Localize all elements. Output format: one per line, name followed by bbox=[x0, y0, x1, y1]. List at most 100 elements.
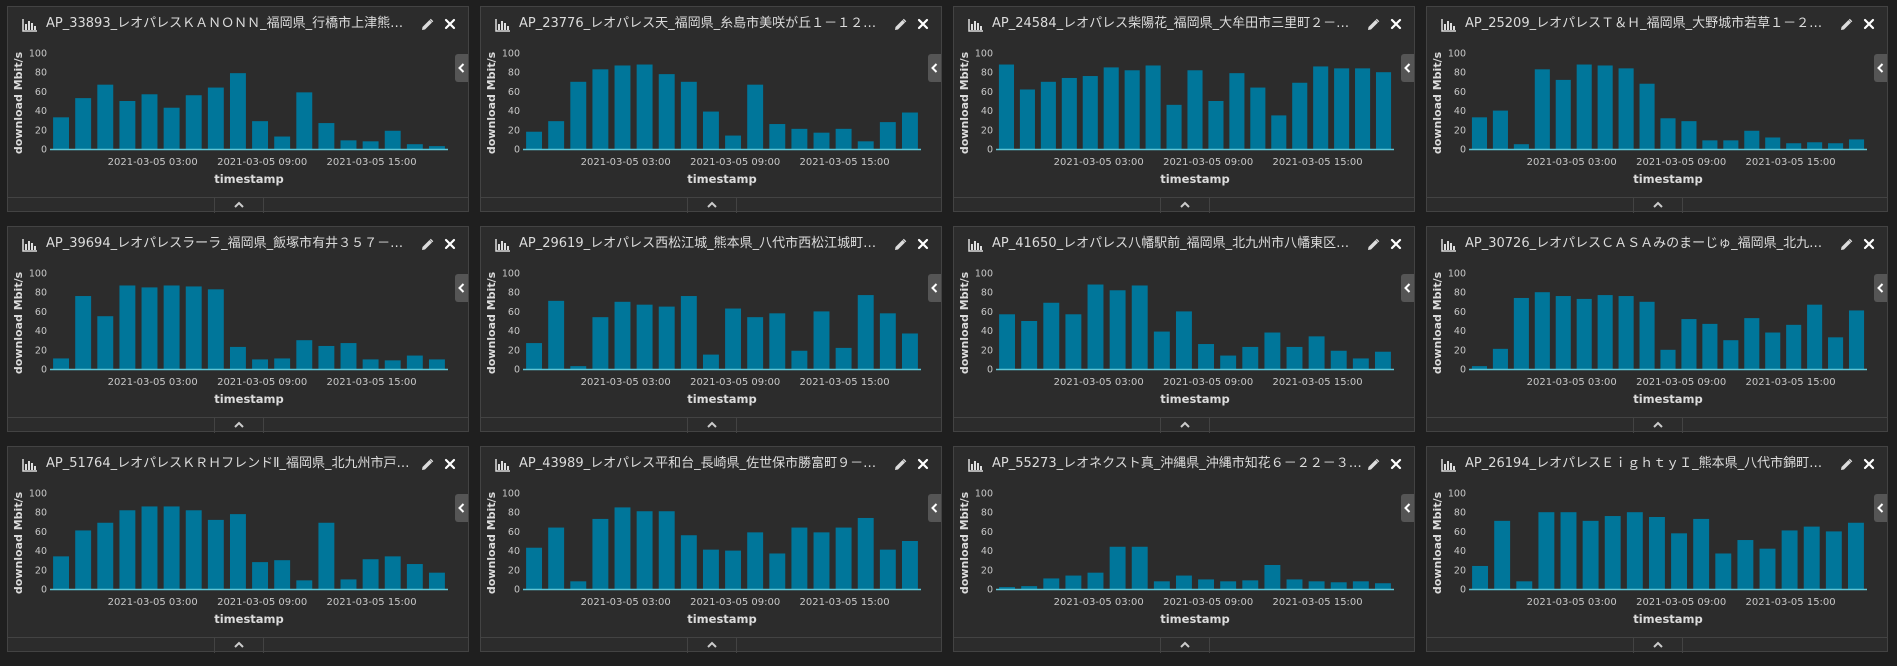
bar[interactable] bbox=[1187, 70, 1203, 149]
expand-footer-button[interactable] bbox=[687, 417, 737, 433]
bar[interactable] bbox=[1043, 578, 1060, 589]
bar[interactable] bbox=[791, 128, 808, 149]
pencil-icon[interactable] bbox=[1839, 18, 1853, 32]
bar[interactable] bbox=[340, 140, 357, 149]
bar[interactable] bbox=[1242, 580, 1259, 589]
bar[interactable] bbox=[680, 81, 697, 149]
bar[interactable] bbox=[680, 296, 697, 369]
bar[interactable] bbox=[570, 581, 587, 589]
bar[interactable] bbox=[229, 346, 246, 369]
bar[interactable] bbox=[428, 146, 445, 149]
bar[interactable] bbox=[1744, 318, 1760, 369]
bar[interactable] bbox=[1494, 520, 1511, 589]
bar[interactable] bbox=[1576, 298, 1592, 369]
legend-toggle-tab[interactable] bbox=[928, 54, 941, 82]
bar[interactable] bbox=[747, 532, 764, 589]
legend-toggle-tab[interactable] bbox=[1874, 274, 1887, 302]
bar[interactable] bbox=[1166, 104, 1182, 149]
bar[interactable] bbox=[252, 359, 269, 369]
bar[interactable] bbox=[97, 316, 114, 369]
bar[interactable] bbox=[570, 366, 587, 369]
expand-footer-button[interactable] bbox=[687, 637, 737, 653]
bar[interactable] bbox=[1040, 81, 1056, 149]
bar[interactable] bbox=[1019, 89, 1035, 149]
bar[interactable] bbox=[1250, 87, 1266, 149]
bar[interactable] bbox=[1618, 296, 1634, 369]
bar[interactable] bbox=[1513, 144, 1529, 149]
bar[interactable] bbox=[1681, 319, 1697, 369]
bar[interactable] bbox=[1175, 575, 1192, 589]
bar[interactable] bbox=[769, 124, 786, 149]
bar[interactable] bbox=[1848, 139, 1865, 149]
bar[interactable] bbox=[1781, 530, 1798, 589]
bar[interactable] bbox=[1492, 110, 1508, 149]
pencil-icon[interactable] bbox=[893, 18, 907, 32]
expand-footer-button[interactable] bbox=[1160, 197, 1210, 213]
bar[interactable] bbox=[1375, 72, 1392, 149]
legend-toggle-tab[interactable] bbox=[1401, 54, 1414, 82]
bar[interactable] bbox=[1308, 336, 1325, 369]
legend-toggle-tab[interactable] bbox=[928, 494, 941, 522]
bar[interactable] bbox=[1220, 355, 1237, 369]
bar[interactable] bbox=[207, 289, 224, 369]
bar[interactable] bbox=[1626, 512, 1643, 589]
bar[interactable] bbox=[1723, 140, 1739, 149]
bar[interactable] bbox=[75, 530, 92, 589]
bar[interactable] bbox=[1576, 64, 1592, 149]
bar[interactable] bbox=[1082, 76, 1098, 149]
pencil-icon[interactable] bbox=[420, 18, 434, 32]
bar[interactable] bbox=[1847, 522, 1864, 589]
pencil-icon[interactable] bbox=[1366, 458, 1380, 472]
legend-toggle-tab[interactable] bbox=[1874, 494, 1887, 522]
bar[interactable] bbox=[702, 354, 719, 369]
bar[interactable] bbox=[658, 74, 675, 149]
expand-footer-button[interactable] bbox=[687, 197, 737, 213]
bar[interactable] bbox=[614, 301, 631, 369]
bar[interactable] bbox=[769, 553, 786, 589]
bar[interactable] bbox=[1355, 68, 1371, 149]
bar[interactable] bbox=[1723, 340, 1739, 369]
bar[interactable] bbox=[1153, 331, 1170, 369]
close-icon[interactable] bbox=[444, 458, 456, 470]
bar[interactable] bbox=[384, 130, 401, 149]
bar[interactable] bbox=[296, 580, 313, 589]
bar[interactable] bbox=[879, 549, 896, 589]
bar[interactable] bbox=[1693, 518, 1710, 589]
bar[interactable] bbox=[1109, 546, 1126, 589]
bar[interactable] bbox=[362, 359, 379, 369]
legend-toggle-tab[interactable] bbox=[1401, 274, 1414, 302]
bar[interactable] bbox=[857, 517, 874, 589]
bar[interactable] bbox=[207, 87, 224, 149]
bar[interactable] bbox=[702, 111, 719, 149]
bar[interactable] bbox=[1352, 581, 1369, 589]
bar[interactable] bbox=[185, 286, 202, 369]
bar[interactable] bbox=[1825, 531, 1842, 589]
bar[interactable] bbox=[1021, 321, 1038, 369]
pencil-icon[interactable] bbox=[1366, 18, 1380, 32]
expand-footer-button[interactable] bbox=[214, 197, 264, 213]
bar[interactable] bbox=[901, 333, 918, 369]
bar[interactable] bbox=[998, 64, 1015, 149]
bar[interactable] bbox=[1513, 297, 1529, 369]
bar[interactable] bbox=[1145, 65, 1161, 149]
bar[interactable] bbox=[1153, 581, 1170, 589]
bar[interactable] bbox=[636, 511, 653, 589]
bar[interactable] bbox=[53, 556, 70, 589]
bar[interactable] bbox=[1639, 83, 1655, 149]
bar[interactable] bbox=[141, 506, 158, 589]
expand-footer-button[interactable] bbox=[1633, 637, 1683, 653]
bar[interactable] bbox=[185, 510, 202, 589]
bar[interactable] bbox=[119, 101, 136, 149]
bar[interactable] bbox=[725, 550, 742, 589]
bar[interactable] bbox=[636, 64, 653, 149]
bar[interactable] bbox=[97, 84, 114, 149]
bar[interactable] bbox=[1807, 304, 1823, 369]
close-icon[interactable] bbox=[917, 238, 929, 250]
bar[interactable] bbox=[1242, 346, 1259, 369]
bar[interactable] bbox=[1286, 579, 1303, 589]
bar[interactable] bbox=[362, 141, 379, 149]
bar[interactable] bbox=[1702, 323, 1718, 369]
bar[interactable] bbox=[1087, 572, 1104, 589]
bar[interactable] bbox=[1639, 301, 1655, 369]
bar[interactable] bbox=[141, 287, 158, 369]
